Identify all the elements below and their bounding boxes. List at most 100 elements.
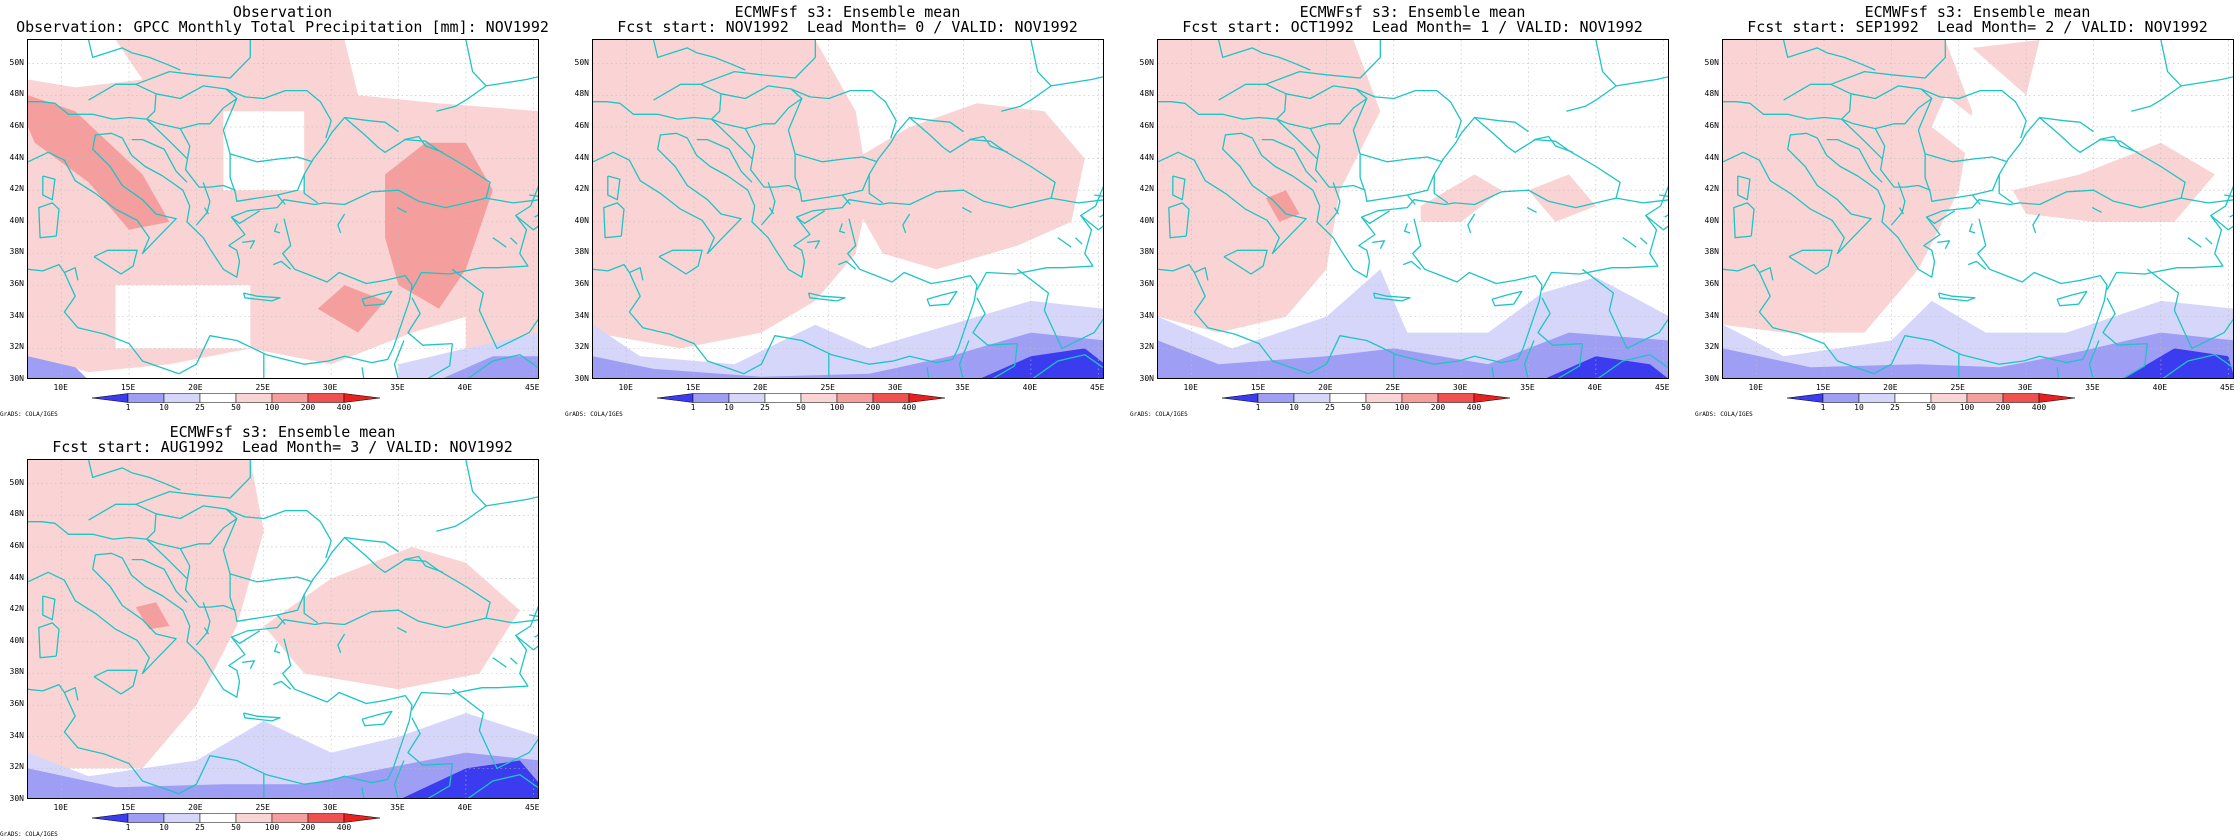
coastline <box>509 657 518 665</box>
colorbar <box>91 393 381 403</box>
coastline <box>2162 354 2233 378</box>
coastline <box>179 128 236 191</box>
coastline <box>1172 175 1186 201</box>
shaded-region <box>28 356 87 378</box>
lat-tick-label: 40N <box>1704 215 1719 225</box>
lon-tick-label: 15E <box>120 803 136 812</box>
map-panel: ECMWFsf s3: Ensemble mean Fcst start: SEP… <box>1695 0 2240 420</box>
coastline <box>629 267 644 281</box>
colorbar-segment <box>235 393 273 403</box>
coastline <box>837 260 857 270</box>
coastline <box>768 207 775 215</box>
coastline <box>2039 116 2094 133</box>
colorbar-segment <box>307 393 345 403</box>
lat-tick-label: 30N <box>574 374 589 383</box>
lon-tick-label: 30E <box>2017 383 2033 392</box>
coastline <box>28 536 491 698</box>
colorbar-label: 10 <box>724 403 734 412</box>
precipitation-map <box>1158 40 1668 378</box>
colorbar-segment <box>307 813 345 823</box>
colorbar-label: 1 <box>1820 403 1826 412</box>
coastline <box>203 627 210 635</box>
lat-tick-label: 46N <box>1704 120 1719 130</box>
coastline <box>1168 202 1190 239</box>
coastline <box>1491 367 1495 378</box>
coastline <box>229 153 305 202</box>
coastline <box>2056 367 2060 378</box>
coastline <box>1491 290 1523 307</box>
coastline <box>1017 268 1103 350</box>
lon-tick-label: 40E <box>1022 383 1038 392</box>
coastline <box>2098 135 2139 153</box>
lat-tick-label: 50N <box>9 477 24 487</box>
lon-tick-label: 10E <box>1748 383 1763 392</box>
coastline <box>744 128 801 191</box>
lat-tick-label: 38N <box>574 247 589 257</box>
lat-tick-label: 50N <box>9 57 24 67</box>
coastline <box>1826 138 1883 183</box>
lon-tick-label: 25E <box>820 383 835 392</box>
colorbar-segment <box>692 393 730 403</box>
coastline <box>1659 194 1668 197</box>
shaded-region <box>28 40 143 88</box>
lat-tick-label: 34N <box>9 310 24 320</box>
lat-tick-label: 34N <box>9 730 24 740</box>
lon-tick-label: 10E <box>1183 383 1198 392</box>
coastline <box>515 214 538 231</box>
coastline <box>135 40 251 85</box>
lat-tick-label: 30N <box>9 374 24 383</box>
coastline <box>195 182 211 226</box>
coastline <box>2122 343 2149 378</box>
coastline <box>146 505 238 550</box>
coastline <box>1352 98 1443 163</box>
panel-subtitle: Fcst start: AUG1992 Lead Month= 3 / VALI… <box>52 438 513 456</box>
map-panel: ECMWFsf s3: Ensemble mean Fcst start: NOV… <box>565 0 1130 420</box>
lat-tick-label: 46N <box>9 540 24 550</box>
panel-subtitle: Observation: GPCC Monthly Total Precipit… <box>16 18 549 36</box>
lat-tick-label: 46N <box>1139 120 1154 130</box>
coastline <box>203 207 210 215</box>
coastline <box>1541 185 1668 291</box>
coastline <box>1406 194 1416 205</box>
lat-tick-label: 32N <box>9 762 24 772</box>
lon-tick-label: 10E <box>53 383 68 392</box>
coastline <box>28 503 157 540</box>
colorbar-segment <box>271 813 309 823</box>
colorbar-segment <box>199 393 237 403</box>
colorbar-segment <box>1858 393 1896 403</box>
lat-tick-label: 50N <box>1139 57 1154 67</box>
coastline <box>231 630 261 645</box>
coastline <box>396 207 407 213</box>
lat-tick-label: 48N <box>1704 89 1719 99</box>
lat-tick-label: 48N <box>1139 89 1154 99</box>
coastline <box>64 267 79 281</box>
colorbar-segment <box>91 813 129 823</box>
colorbar <box>91 813 381 823</box>
colorbar-label: 1 <box>1255 403 1261 412</box>
coastline <box>427 343 454 378</box>
coastline <box>38 622 60 659</box>
shaded-region <box>855 103 1085 270</box>
coastline <box>1526 207 1537 213</box>
coastline <box>1355 88 1462 139</box>
coastline <box>1924 153 2000 202</box>
coastline <box>796 210 826 225</box>
colorbar-label: 25 <box>1890 403 1900 412</box>
colorbar-segment <box>1221 393 1259 403</box>
precipitation-map <box>593 40 1103 378</box>
lat-tick-label: 44N <box>574 152 589 162</box>
colorbar-label: 400 <box>336 403 352 412</box>
coastline <box>344 536 399 553</box>
colorbar-label: 25 <box>195 823 205 832</box>
lat-tick-label: 38N <box>1704 247 1719 257</box>
coastline <box>242 292 281 302</box>
coastline <box>1782 40 1876 71</box>
coastline <box>529 614 538 617</box>
colorbar-segment <box>127 813 165 823</box>
lon-tick-label: 20E <box>1318 383 1333 392</box>
colorbar <box>1221 393 1511 403</box>
lat-tick-label: 34N <box>574 310 589 320</box>
lat-tick-label: 50N <box>1704 57 1719 67</box>
coastline <box>38 202 60 239</box>
coastline <box>1971 194 1981 205</box>
